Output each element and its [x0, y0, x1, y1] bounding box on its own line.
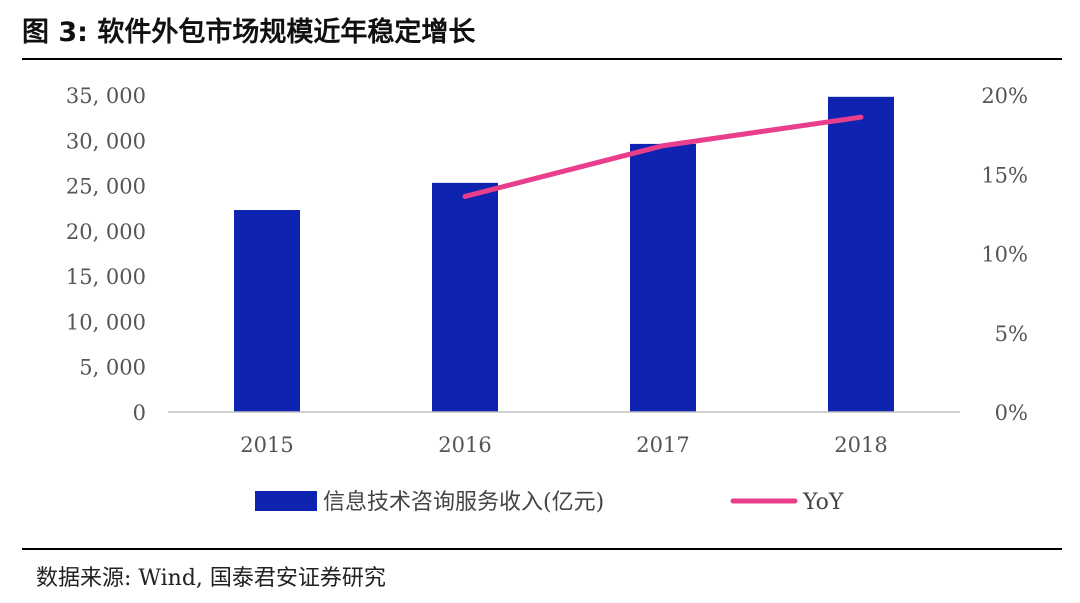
right-tick-label: 10% — [981, 243, 1028, 267]
left-tick-label: 30, 000 — [66, 129, 146, 153]
x-tick-label: 2018 — [834, 433, 887, 457]
legend: 信息技术咨询服务收入(亿元) YoY — [255, 490, 844, 515]
yoy-line — [462, 114, 864, 199]
left-tick-label: 15, 000 — [66, 265, 146, 289]
left-axis-labels: 0 5, 000 10, 000 15, 000 20, 000 25, 000 30, 0… — [66, 84, 146, 425]
left-tick-label: 35, 000 — [66, 84, 146, 108]
chart-title: 图 3: 软件外包市场规模近年稳定增长 — [22, 17, 476, 48]
x-tick-label: 2015 — [240, 433, 293, 457]
yoy-line-group — [462, 114, 864, 199]
x-axis-labels: 2015 2016 2017 2018 — [240, 433, 887, 457]
source-note: 数据来源: Wind, 国泰君安证券研究 — [36, 566, 386, 591]
bars-group — [234, 96, 894, 412]
right-tick-label: 20% — [981, 84, 1028, 108]
left-tick-label: 10, 000 — [66, 310, 146, 334]
chart: 0 5, 000 10, 000 15, 000 20, 000 25, 000 30, 0… — [66, 84, 1028, 515]
left-tick-label: 0 — [133, 401, 146, 425]
bar-2016 — [432, 182, 498, 412]
x-tick-label: 2017 — [636, 433, 689, 457]
right-tick-label: 5% — [995, 322, 1028, 346]
bar-2015 — [234, 210, 300, 412]
left-tick-label: 25, 000 — [66, 175, 146, 199]
bar-2017 — [630, 143, 696, 412]
bottom-rule — [22, 548, 1062, 550]
bar-2018 — [828, 96, 894, 412]
left-tick-label: 20, 000 — [66, 220, 146, 244]
legend-bar-swatch — [255, 491, 317, 511]
top-rule — [22, 58, 1062, 60]
legend-line-label: YoY — [802, 490, 844, 515]
legend-bar-label: 信息技术咨询服务收入(亿元) — [323, 490, 604, 515]
left-tick-label: 5, 000 — [79, 356, 146, 380]
right-tick-label: 15% — [981, 163, 1028, 187]
right-axis-labels: 0% 5% 10% 15% 20% — [981, 84, 1028, 425]
x-tick-label: 2016 — [438, 433, 491, 457]
right-tick-label: 0% — [995, 401, 1028, 425]
